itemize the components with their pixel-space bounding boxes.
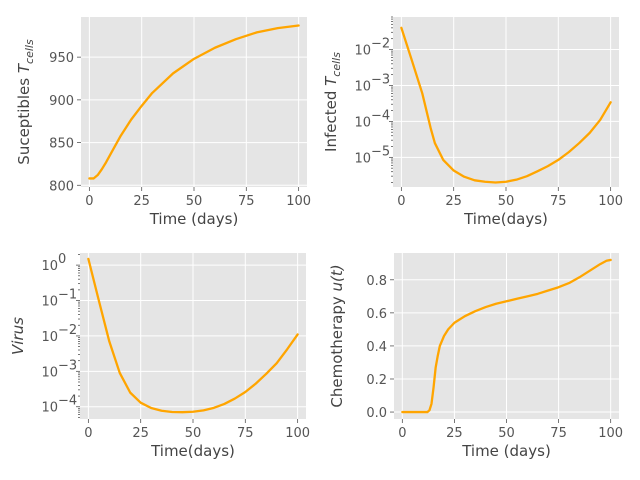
virus-x-axis-title: Time(days) [150,442,235,460]
suceptibles-x-tick-label: 75 [238,194,255,209]
chemotherapy-x-tick-label: 100 [598,426,623,441]
suceptibles-x-axis-title: Time (days) [149,210,239,228]
chemotherapy-x-tick-label: 0 [398,426,406,441]
virus-y-tick-exponent: −1 [58,288,77,303]
infected-y-tick-exponent: −2 [371,36,390,51]
virus-y-tick-exponent: −2 [58,323,77,338]
suceptibles-x-tick-label: 25 [133,194,150,209]
virus-y-tick-label: 10 [41,259,58,274]
infected-y-tick-label: 10 [354,43,371,58]
virus-y-tick-exponent: −3 [58,358,77,373]
virus-grid [80,253,306,419]
virus-y-tick-label: 10 [41,330,58,345]
chemotherapy-x-axis-title: Time (days) [461,442,551,460]
chemotherapy-x-tick-label: 75 [550,426,567,441]
chemotherapy-y-axis-title: Chemotherapy u(t) [328,264,346,407]
virus-x-tick-label: 25 [132,426,149,441]
suceptibles-y-tick-label: 950 [49,51,74,66]
infected-y-tick-label: 10 [354,151,371,166]
infected-x-axis-title: Time(days) [463,210,548,228]
suceptibles-x-tick-label: 50 [186,194,203,209]
suceptibles-y-tick-label: 850 [49,137,74,152]
chemotherapy-x-tick-label: 50 [498,426,515,441]
infected-x-tick-label: 0 [397,194,405,209]
chemotherapy-grid [394,253,619,419]
suceptibles-x-tick-label: 100 [286,194,311,209]
chemotherapy-y-tick-label: 0.2 [366,373,387,388]
chemotherapy-panel: 0 25 50 75 100 0.0 0.2 0.4 0.6 0.8 Time (days) Chem… [328,253,623,460]
chemotherapy-y-tick-label: 0.6 [366,307,387,322]
chemotherapy-x-tick-label: 25 [446,426,463,441]
infected-y-axis-title: Infected Tcells [322,52,343,152]
chemotherapy-series-line [401,258,612,414]
infected-x-tick-label: 50 [498,194,515,209]
virus-y-tick-label: 10 [41,401,58,416]
virus-y-tick-label: 10 [41,365,58,380]
virus-y-tick-exponent: −4 [58,394,77,409]
suceptibles-grid [81,17,307,187]
chemotherapy-y-tick-label: 0.8 [366,274,387,289]
suceptibles-y-tick-label: 800 [49,179,74,194]
virus-x-tick-label: 100 [285,426,310,441]
suceptibles-series-line [88,24,300,180]
infected-y-tick-exponent: −4 [371,108,390,123]
infected-x-tick-label: 100 [598,194,623,209]
virus-x-tick-label: 75 [237,426,254,441]
suceptibles-x-tick-label: 0 [85,194,93,209]
virus-x-tick-label: 50 [185,426,202,441]
infected-y-tick-label: 10 [354,115,371,130]
infected-y-tick-exponent: −5 [371,144,390,159]
infected-x-tick-label: 75 [550,194,567,209]
suceptibles-y-axis-title: Suceptibles Tcells [15,39,36,165]
virus-x-tick-label: 0 [84,426,92,441]
infected-series-line [400,26,612,184]
suceptibles-panel: 0 25 50 75 100 800 850 900 950 Time (days) Sucepti… [15,17,311,228]
infected-y-tick-label: 10 [354,79,371,94]
virus-y-axis-title: Virus [9,317,27,355]
chemotherapy-y-tick-label: 0.0 [366,406,387,421]
virus-series-line [87,257,299,414]
virus-y-tick-exponent: 0 [58,252,66,267]
infected-x-tick-label: 25 [445,194,462,209]
suceptibles-y-tick-label: 900 [49,94,74,109]
chemotherapy-y-tick-label: 0.4 [366,340,387,355]
infected-y-tick-exponent: −3 [371,72,390,87]
virus-y-tick-label: 10 [41,295,58,310]
